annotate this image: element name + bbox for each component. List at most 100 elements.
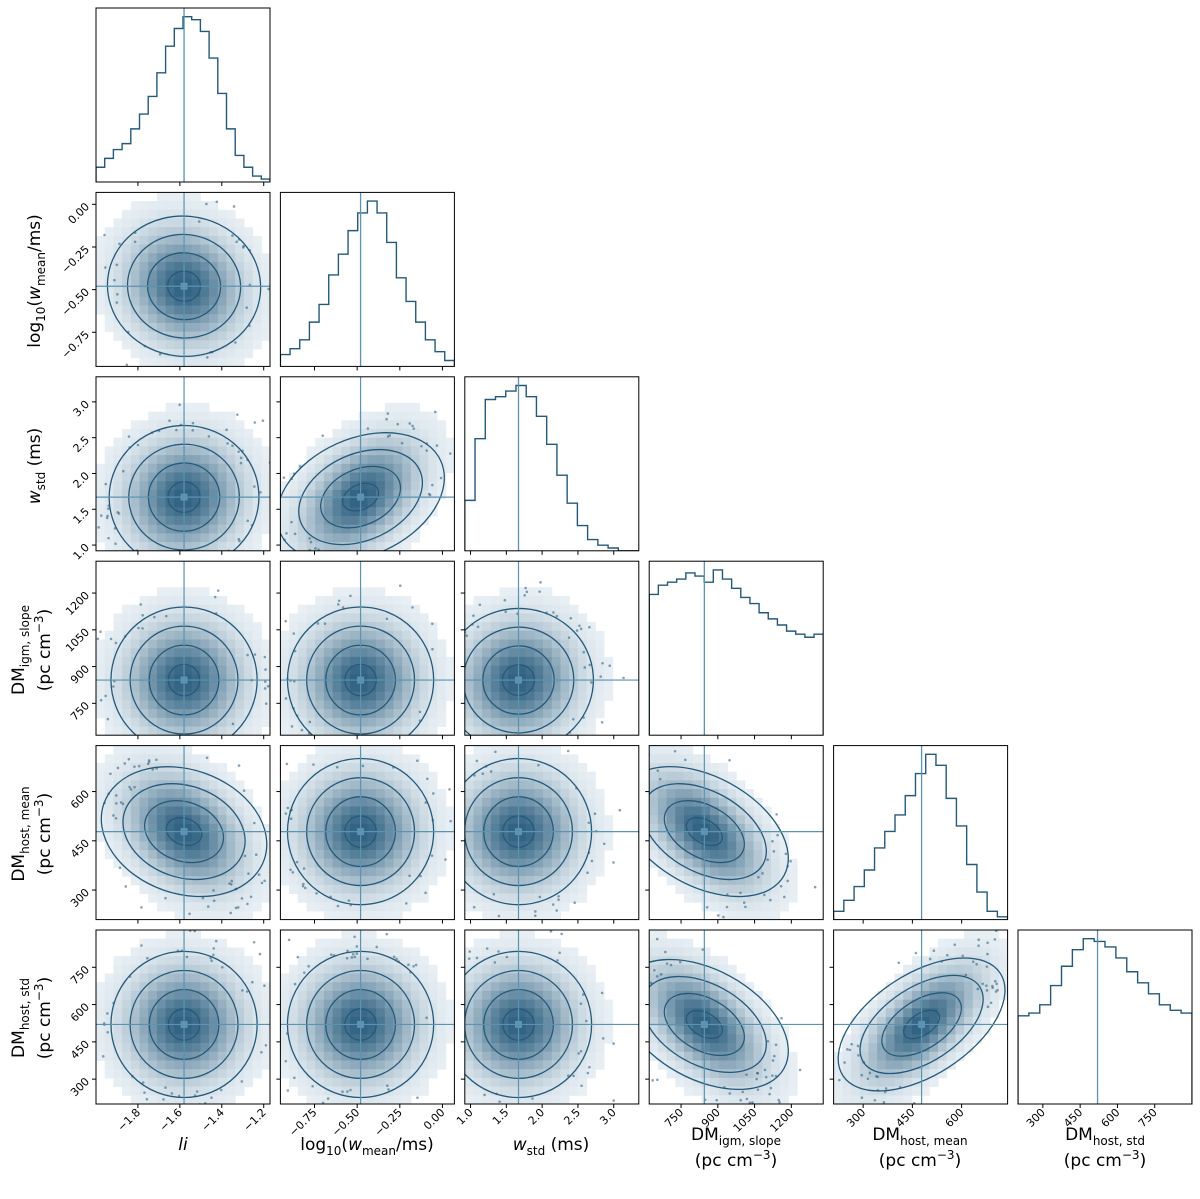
density-cell bbox=[437, 437, 447, 447]
density-cell bbox=[543, 815, 553, 825]
density-cell bbox=[762, 832, 772, 842]
density-cell bbox=[200, 691, 210, 701]
density-cell bbox=[341, 1034, 351, 1044]
density-cell bbox=[419, 516, 429, 526]
density-cell bbox=[252, 516, 262, 526]
density-cell bbox=[525, 691, 535, 701]
sample-point bbox=[472, 905, 476, 909]
density-cell bbox=[148, 596, 158, 606]
density-cell bbox=[191, 876, 201, 886]
density-cell bbox=[156, 639, 167, 649]
density-cell bbox=[358, 472, 368, 482]
density-cell bbox=[289, 717, 299, 727]
density-cell bbox=[235, 982, 245, 992]
density-cell bbox=[341, 463, 351, 473]
density-cell bbox=[243, 717, 254, 727]
density-cell bbox=[419, 463, 429, 473]
density-cell bbox=[525, 587, 535, 597]
density-cell bbox=[367, 893, 377, 903]
density-cell bbox=[517, 763, 527, 773]
density-cell bbox=[191, 596, 201, 606]
density-cell bbox=[586, 771, 596, 781]
density-cell bbox=[191, 1069, 201, 1079]
sample-point bbox=[191, 421, 195, 425]
sample-point bbox=[231, 722, 235, 726]
x-tick-label: −0.75 bbox=[287, 1106, 320, 1139]
density-cell bbox=[148, 357, 158, 367]
density-cell bbox=[209, 1017, 219, 1027]
density-cell bbox=[692, 1077, 702, 1088]
density-cell bbox=[482, 648, 492, 658]
density-cell bbox=[217, 1008, 227, 1018]
density-cell bbox=[323, 1095, 334, 1104]
density-cell bbox=[402, 1086, 412, 1096]
density-cell bbox=[543, 656, 553, 667]
sample-point bbox=[783, 895, 786, 899]
density-cell bbox=[402, 726, 412, 736]
density-cell bbox=[323, 999, 334, 1009]
density-cell bbox=[148, 990, 158, 1001]
density-cell bbox=[139, 726, 149, 736]
density-cell bbox=[243, 253, 254, 263]
density-cell bbox=[341, 964, 351, 974]
density-cell bbox=[306, 823, 316, 834]
density-cell bbox=[130, 1017, 140, 1027]
density-cell bbox=[252, 472, 262, 482]
density-cell bbox=[402, 902, 412, 912]
density-cell bbox=[156, 700, 167, 710]
density-cell bbox=[200, 990, 210, 1001]
density-cell bbox=[156, 507, 167, 517]
density-cell bbox=[701, 806, 711, 816]
density-cell bbox=[341, 973, 351, 983]
density-cell bbox=[499, 1034, 509, 1044]
density-cell bbox=[315, 630, 325, 640]
density-cell bbox=[499, 893, 509, 903]
density-cell bbox=[261, 322, 270, 333]
density-cell bbox=[569, 947, 579, 957]
density-cell bbox=[684, 1069, 694, 1079]
density-cell bbox=[473, 1043, 483, 1053]
density-cell bbox=[490, 832, 501, 842]
density-cell bbox=[376, 411, 386, 421]
sample-point bbox=[264, 668, 267, 671]
density-cell bbox=[358, 964, 368, 974]
sample-point bbox=[409, 571, 412, 574]
density-cell bbox=[235, 613, 245, 623]
density-cell bbox=[473, 938, 483, 948]
density-cell bbox=[113, 463, 123, 473]
density-cell bbox=[289, 1051, 299, 1061]
x-tick-label: 1.0 bbox=[454, 1106, 476, 1128]
sample-point bbox=[538, 895, 542, 899]
density-cell bbox=[122, 956, 132, 966]
density-cell bbox=[323, 717, 334, 727]
density-cell bbox=[551, 656, 561, 667]
sample-point bbox=[236, 933, 239, 936]
sample-point bbox=[82, 689, 85, 692]
density-cell bbox=[569, 604, 579, 614]
density-cell bbox=[130, 999, 140, 1009]
density-cell bbox=[191, 973, 201, 983]
density-cell bbox=[701, 1069, 711, 1079]
density-cell bbox=[376, 938, 386, 948]
sample-point bbox=[757, 875, 760, 879]
density-cell bbox=[280, 1008, 290, 1018]
density-cell bbox=[543, 797, 553, 807]
density-cell bbox=[113, 1008, 123, 1018]
density-cell bbox=[657, 797, 668, 807]
density-cell bbox=[508, 990, 518, 1001]
density-cell bbox=[148, 455, 158, 465]
density-cell bbox=[200, 726, 210, 736]
sample-point bbox=[125, 363, 129, 367]
density-cell bbox=[367, 771, 377, 781]
contour-level bbox=[649, 783, 767, 881]
density-cell bbox=[525, 964, 535, 974]
sample-point bbox=[253, 421, 257, 424]
density-cell bbox=[183, 665, 193, 675]
density-cell bbox=[261, 455, 270, 465]
density-cell bbox=[657, 1017, 668, 1027]
sample-point bbox=[465, 634, 469, 637]
density-cell bbox=[499, 674, 509, 684]
density-cell bbox=[252, 841, 262, 851]
density-cell bbox=[341, 930, 351, 940]
density-cell bbox=[410, 771, 421, 781]
